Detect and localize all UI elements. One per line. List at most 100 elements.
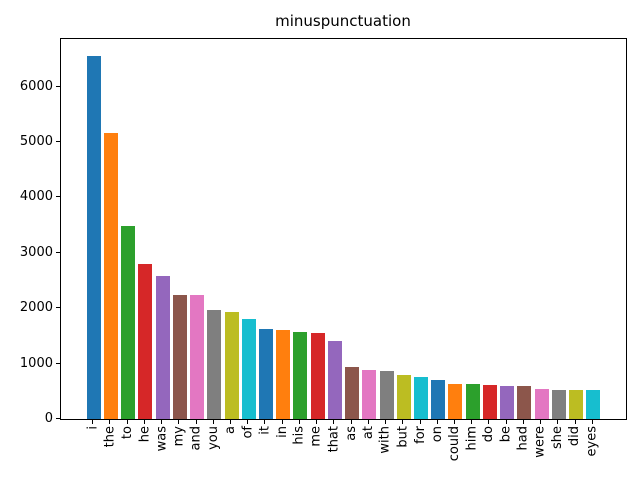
x-tick-mark bbox=[247, 420, 249, 424]
x-tick-label-on: on bbox=[429, 426, 445, 443]
bar-to bbox=[121, 225, 136, 419]
plot-area bbox=[60, 38, 627, 420]
bar-at bbox=[362, 370, 377, 419]
x-tick-mark bbox=[436, 420, 438, 424]
x-tick-label-had: had bbox=[515, 426, 531, 451]
x-tick-label-me: me bbox=[309, 426, 325, 447]
x-tick-label-she: she bbox=[550, 426, 566, 450]
x-tick-label-the: the bbox=[102, 426, 118, 448]
x-tick-label-at: at bbox=[360, 426, 376, 440]
x-tick-label-as: as bbox=[343, 426, 359, 441]
bar-a bbox=[224, 311, 239, 419]
x-tick-mark bbox=[385, 420, 387, 424]
bar-it bbox=[258, 328, 273, 419]
x-tick-mark bbox=[109, 420, 111, 424]
x-tick-label-that: that bbox=[326, 426, 342, 453]
y-tick-mark bbox=[56, 307, 60, 309]
x-tick-mark bbox=[333, 420, 335, 424]
x-tick-mark bbox=[402, 420, 404, 424]
x-tick-label-him: him bbox=[464, 426, 480, 451]
x-tick-mark bbox=[471, 420, 473, 424]
x-tick-label-you: you bbox=[205, 426, 221, 450]
x-tick-mark bbox=[522, 420, 524, 424]
x-tick-label-be: be bbox=[498, 426, 514, 443]
x-tick-label-and: and bbox=[188, 426, 204, 451]
y-tick-label: 3000 bbox=[19, 244, 53, 260]
x-tick-mark bbox=[419, 420, 421, 424]
x-tick-label-his: his bbox=[291, 426, 307, 445]
bar-my bbox=[172, 295, 187, 419]
x-tick-mark bbox=[264, 420, 266, 424]
x-tick-mark bbox=[195, 420, 197, 424]
bar-in bbox=[276, 330, 291, 419]
x-tick-mark bbox=[591, 420, 593, 424]
bar-did bbox=[569, 390, 584, 419]
bar-for bbox=[414, 377, 428, 419]
bar-do bbox=[482, 384, 497, 419]
chart-title: minuspunctuation bbox=[275, 12, 411, 30]
bar-as bbox=[345, 367, 360, 419]
x-tick-mark bbox=[281, 420, 283, 424]
bar-he bbox=[138, 264, 153, 419]
bar-on bbox=[431, 379, 446, 419]
bar-his bbox=[293, 332, 308, 419]
y-tick-label: 1000 bbox=[19, 355, 53, 371]
y-tick-label: 6000 bbox=[19, 78, 53, 94]
x-tick-mark bbox=[298, 420, 300, 424]
y-tick-mark bbox=[56, 85, 60, 87]
x-tick-label-to: to bbox=[119, 426, 135, 440]
x-tick-label-for: for bbox=[412, 426, 428, 444]
bar-i bbox=[86, 56, 101, 419]
x-tick-mark bbox=[230, 420, 232, 424]
y-tick-mark bbox=[56, 251, 60, 253]
x-tick-mark bbox=[557, 420, 559, 424]
bar-and bbox=[190, 295, 205, 419]
x-tick-label-it: it bbox=[257, 426, 273, 435]
bar-eyes bbox=[586, 390, 601, 419]
x-tick-mark bbox=[574, 420, 576, 424]
bar-could bbox=[448, 383, 463, 419]
x-tick-label-i: i bbox=[85, 426, 101, 430]
x-tick-label-eyes: eyes bbox=[584, 426, 600, 457]
y-tick-mark bbox=[56, 362, 60, 364]
bar-had bbox=[517, 386, 532, 419]
x-tick-label-were: were bbox=[533, 426, 549, 458]
x-tick-mark bbox=[212, 420, 214, 424]
x-tick-mark bbox=[316, 420, 318, 424]
bar-you bbox=[207, 310, 222, 419]
y-tick-mark bbox=[56, 196, 60, 198]
bars-layer bbox=[61, 39, 626, 419]
bar-me bbox=[310, 333, 325, 419]
x-tick-mark bbox=[350, 420, 352, 424]
x-tick-label-was: was bbox=[154, 426, 170, 452]
x-tick-mark bbox=[540, 420, 542, 424]
bar-she bbox=[551, 389, 566, 419]
x-tick-label-my: my bbox=[171, 426, 187, 447]
bar-him bbox=[465, 384, 480, 419]
bar-be bbox=[500, 385, 515, 419]
x-tick-mark bbox=[178, 420, 180, 424]
x-tick-label-do: do bbox=[481, 426, 497, 443]
x-tick-label-of: of bbox=[240, 426, 256, 439]
x-tick-label-with: with bbox=[378, 426, 394, 454]
y-tick-label: 0 bbox=[44, 411, 53, 426]
x-tick-label-did: did bbox=[567, 426, 583, 447]
bar-that bbox=[327, 340, 342, 419]
x-tick-mark bbox=[505, 420, 507, 424]
bar-was bbox=[155, 275, 170, 419]
x-tick-mark bbox=[367, 420, 369, 424]
bar-were bbox=[534, 389, 549, 419]
y-tick-label: 4000 bbox=[19, 189, 53, 205]
x-tick-mark bbox=[143, 420, 145, 424]
bar-the bbox=[103, 132, 118, 419]
x-tick-label-he: he bbox=[136, 426, 152, 443]
x-tick-mark bbox=[92, 420, 94, 424]
x-tick-label-a: a bbox=[223, 426, 239, 434]
y-tick-mark bbox=[56, 141, 60, 143]
x-tick-mark bbox=[161, 420, 163, 424]
bar-with bbox=[379, 370, 394, 419]
bar-of bbox=[241, 318, 256, 419]
y-tick-label: 5000 bbox=[19, 134, 53, 150]
x-tick-label-could: could bbox=[446, 426, 462, 462]
